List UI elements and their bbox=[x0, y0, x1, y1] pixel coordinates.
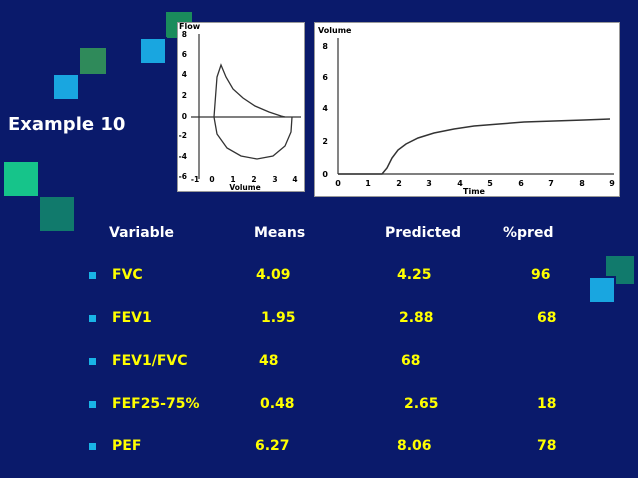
y-tick-label: 0 bbox=[322, 170, 328, 179]
x-tick-label: 0 bbox=[335, 179, 341, 188]
header-means: Means bbox=[254, 225, 306, 241]
y-tick-label: 0 bbox=[182, 112, 187, 121]
row-predicted: 2.65 bbox=[404, 396, 439, 412]
row-predicted: 8.06 bbox=[397, 438, 432, 454]
row-pct-pred: 18 bbox=[537, 396, 557, 412]
volume-time-chart: Volume 8 6 4 2 0 0 1 2 3 4 5 6 7 8 9 Tim… bbox=[314, 22, 620, 197]
x-tick-label: 4 bbox=[292, 175, 297, 184]
x-tick-label: 1 bbox=[230, 175, 235, 184]
y-tick-label: 6 bbox=[322, 73, 328, 82]
row-means: 4.09 bbox=[256, 267, 291, 283]
row-variable: FEF25-75% bbox=[112, 396, 200, 412]
x-tick-label: 2 bbox=[396, 179, 402, 188]
x-tick-label: 5 bbox=[487, 179, 493, 188]
row-variable: FVC bbox=[112, 267, 143, 283]
decor-square bbox=[588, 276, 616, 304]
x-tick-label: 4 bbox=[457, 179, 463, 188]
row-pct-pred: 68 bbox=[537, 310, 557, 326]
x-tick-label: 6 bbox=[518, 179, 524, 188]
decor-square bbox=[52, 73, 80, 101]
y-tick-label: 8 bbox=[182, 30, 187, 39]
header-predicted: Predicted bbox=[385, 225, 461, 241]
inspiratory-curve bbox=[213, 116, 293, 160]
row-variable: FEV1/FVC bbox=[112, 353, 188, 369]
x-tick-label: 2 bbox=[251, 175, 256, 184]
flow-axis-label: Flow bbox=[179, 22, 201, 31]
x-tick-label: 0 bbox=[209, 175, 214, 184]
volume-time-curve bbox=[338, 118, 611, 175]
slide-title: Example 10 bbox=[8, 114, 126, 135]
expiratory-curve bbox=[213, 63, 286, 118]
volume-axis-label: Volume bbox=[229, 183, 260, 192]
x-tick-label: 7 bbox=[548, 179, 554, 188]
decor-square bbox=[139, 37, 167, 65]
y-tick-label: -4 bbox=[179, 152, 187, 161]
row-means: 6.27 bbox=[255, 438, 290, 454]
row-means: 1.95 bbox=[261, 310, 296, 326]
header-variable: Variable bbox=[109, 225, 174, 241]
bullet bbox=[89, 315, 96, 322]
header-pct-pred: %pred bbox=[503, 225, 554, 241]
row-predicted: 4.25 bbox=[397, 267, 432, 283]
row-means: 48 bbox=[259, 353, 279, 369]
bullet bbox=[89, 401, 96, 408]
row-predicted: 2.88 bbox=[399, 310, 434, 326]
y-tick-label: -2 bbox=[179, 131, 187, 140]
bullet bbox=[89, 358, 96, 365]
decor-square bbox=[2, 160, 40, 198]
row-pct-pred: 78 bbox=[537, 438, 557, 454]
flow-volume-chart: Flow 8 6 4 2 0 -2 -4 -6 -1 0 1 2 3 4 Vol… bbox=[177, 22, 305, 192]
y-tick-label: 8 bbox=[322, 42, 328, 51]
x-tick-label: 1 bbox=[365, 179, 371, 188]
y-tick-label: 4 bbox=[182, 70, 187, 79]
row-predicted: 68 bbox=[401, 353, 421, 369]
y-tick-label: -6 bbox=[179, 172, 187, 181]
y-tick-label: 6 bbox=[182, 50, 187, 59]
row-variable: PEF bbox=[112, 438, 142, 454]
y-tick-label: 2 bbox=[182, 91, 187, 100]
x-tick-label: 8 bbox=[579, 179, 585, 188]
bullet bbox=[89, 443, 96, 450]
decor-square bbox=[38, 195, 76, 233]
time-axis-label: Time bbox=[463, 187, 486, 196]
x-tick-label: 3 bbox=[426, 179, 432, 188]
volume-axis-label: Volume bbox=[318, 26, 352, 35]
row-means: 0.48 bbox=[260, 396, 295, 412]
row-variable: FEV1 bbox=[112, 310, 152, 326]
decor-square bbox=[78, 46, 108, 76]
y-tick-label: 2 bbox=[322, 137, 328, 146]
x-tick-label: 3 bbox=[272, 175, 277, 184]
x-tick-label: 9 bbox=[609, 179, 615, 188]
x-tick-label: -1 bbox=[191, 175, 199, 184]
row-pct-pred: 96 bbox=[531, 267, 551, 283]
y-tick-label: 4 bbox=[322, 104, 328, 113]
bullet bbox=[89, 272, 96, 279]
